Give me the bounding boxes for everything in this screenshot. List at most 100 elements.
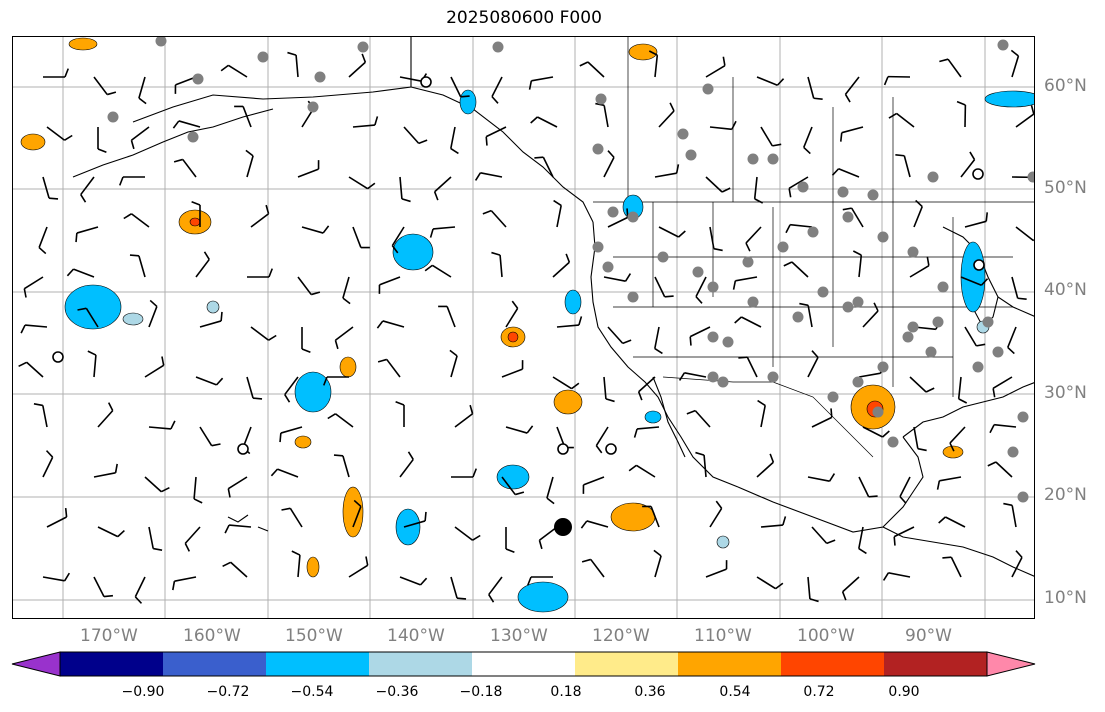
wind-barb [193, 476, 203, 504]
wind-barb-staff [227, 476, 248, 490]
wind-barb [245, 149, 254, 178]
wind-barb-staff [637, 426, 660, 430]
map-panel [12, 36, 1035, 619]
wind-barb-staff [334, 413, 354, 428]
wind-barb-flag [107, 91, 117, 96]
station-marker [907, 246, 919, 258]
station-marker [187, 131, 199, 143]
wind-barb-flag [713, 247, 723, 252]
wind-barb-staff [490, 210, 507, 228]
wind-barb-staff [334, 326, 354, 341]
wind-barb [433, 176, 452, 201]
wind-barb [909, 256, 930, 278]
wind-barb-staff [556, 324, 579, 328]
shaded-region [644, 410, 662, 424]
wind-barb [893, 526, 915, 546]
wind-barb-flag [976, 343, 986, 347]
station-marker [657, 251, 669, 263]
wind-barb-flag [721, 187, 731, 193]
lat-label-60n: 60°N [1044, 76, 1087, 96]
wind-barb-flag [281, 507, 291, 511]
wind-barb-flag [138, 97, 147, 105]
wind-barb-flag [969, 151, 976, 161]
wind-barb [501, 360, 524, 378]
wind-barb-staff [352, 124, 375, 128]
wind-barb-staff [148, 426, 171, 430]
wind-barb [18, 361, 44, 378]
wind-barb [686, 409, 711, 428]
wind-barb [144, 476, 170, 493]
wind-barb-staff [947, 58, 962, 78]
wind-barb-staff [635, 464, 656, 478]
wind-barb-staff [654, 555, 662, 578]
wind-barb-flag [580, 520, 588, 529]
station-marker [972, 361, 984, 373]
wind-barb [399, 176, 411, 203]
wind-barb-staff [382, 320, 405, 328]
wind-barb [705, 176, 731, 193]
station-marker [925, 346, 937, 358]
wind-barb-staff [431, 264, 452, 278]
wind-barb-flag [284, 394, 291, 403]
station-marker [1027, 171, 1034, 183]
wind-barb-staff [893, 526, 915, 538]
wind-barb-staff [229, 524, 252, 528]
lat-label-20n: 20°N [1044, 485, 1087, 505]
wind-barb-staff [807, 357, 819, 378]
wind-barb [807, 576, 819, 603]
shaded-region [459, 89, 477, 115]
wind-barb-staff [888, 572, 911, 578]
wind-barb-staff [93, 76, 108, 96]
wind-barb-flag [75, 232, 78, 243]
station-marker [595, 93, 607, 105]
wind-barb-staff [844, 76, 860, 95]
wind-barb-staff [945, 516, 966, 528]
wind-barb-flag [776, 78, 785, 86]
wind-barb-flag [828, 473, 836, 482]
wind-barb-staff [352, 506, 362, 528]
wind-barb-staff [348, 176, 369, 190]
calm-marker [557, 443, 569, 455]
wind-barb-flag [222, 561, 232, 568]
wind-barb-staff [130, 126, 150, 141]
wind-barb-flag [782, 516, 787, 526]
wind-barb-staff [97, 410, 114, 428]
wind-barb-staff [587, 61, 605, 78]
shaded-region [942, 445, 964, 459]
wind-barb-staff [595, 426, 609, 447]
wind-barb-flag [788, 188, 792, 198]
wind-barb-staff [480, 172, 503, 178]
station-marker [1017, 491, 1029, 503]
wind-barb-staff [992, 376, 1013, 390]
wind-barb [757, 399, 766, 428]
wind-barb [342, 276, 351, 305]
wind-barb [556, 316, 583, 328]
wind-barb-staff [1011, 505, 1017, 528]
wind-barb [842, 207, 864, 228]
calm-marker [973, 259, 985, 271]
wind-barb-flag [474, 172, 482, 181]
colorbar-tick-label: 0.72 [803, 684, 835, 700]
wind-barb [658, 102, 675, 128]
wind-barb-flag [334, 340, 339, 350]
station-marker [155, 37, 167, 47]
wind-barb-flag [811, 350, 819, 358]
wind-barb [93, 463, 118, 478]
wind-barb [322, 376, 349, 386]
wind-barb-flag [985, 212, 989, 222]
wind-barb-flag [628, 464, 637, 472]
wind-barb [654, 326, 663, 355]
wind-barb-staff [603, 276, 626, 282]
wind-barb-staff [603, 157, 615, 178]
wind-barb [23, 276, 44, 298]
shaded-region [517, 581, 569, 613]
wind-barb-flag [419, 577, 428, 586]
wind-barb-flag [215, 377, 224, 386]
wind-barb [148, 420, 176, 430]
wind-barb-flag [469, 404, 474, 414]
wind-barb [1011, 550, 1023, 578]
wind-barb-staff [552, 261, 570, 278]
wind-barb-staff [1011, 557, 1023, 578]
wind-barb-flag [170, 420, 176, 430]
wind-barb [399, 576, 428, 586]
